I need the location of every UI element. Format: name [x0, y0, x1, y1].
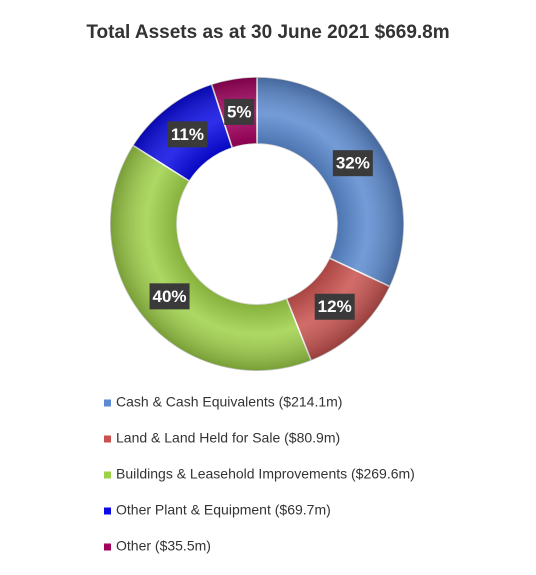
- data-label-box: [224, 98, 255, 125]
- data-label-box: [314, 293, 355, 320]
- data-label: 12%: [318, 297, 352, 316]
- legend-marker: [104, 399, 111, 407]
- data-label-box: [149, 283, 190, 310]
- legend-marker: [104, 543, 111, 551]
- legend-marker: [104, 435, 111, 443]
- legend-marker: [104, 507, 111, 515]
- data-label: 40%: [153, 287, 187, 306]
- data-label-box: [332, 150, 373, 177]
- legend-label: Cash & Cash Equivalents ($214.1m): [116, 394, 342, 410]
- data-label-box: [167, 121, 208, 148]
- legend-label: Other Plant & Equipment ($69.7m): [116, 502, 331, 518]
- data-label: 11%: [171, 125, 204, 144]
- data-label: 5%: [227, 102, 252, 121]
- data-label: 32%: [336, 154, 370, 173]
- legend-label: Other ($35.5m): [116, 538, 211, 554]
- legend-marker: [104, 471, 111, 479]
- legend-label: Buildings & Leasehold Improvements ($269…: [116, 466, 415, 482]
- donut-hole: [177, 144, 337, 304]
- legend-label: Land & Land Held for Sale ($80.9m): [116, 430, 340, 446]
- chart-title: Total Assets as at 30 June 2021 $669.8m: [86, 22, 449, 43]
